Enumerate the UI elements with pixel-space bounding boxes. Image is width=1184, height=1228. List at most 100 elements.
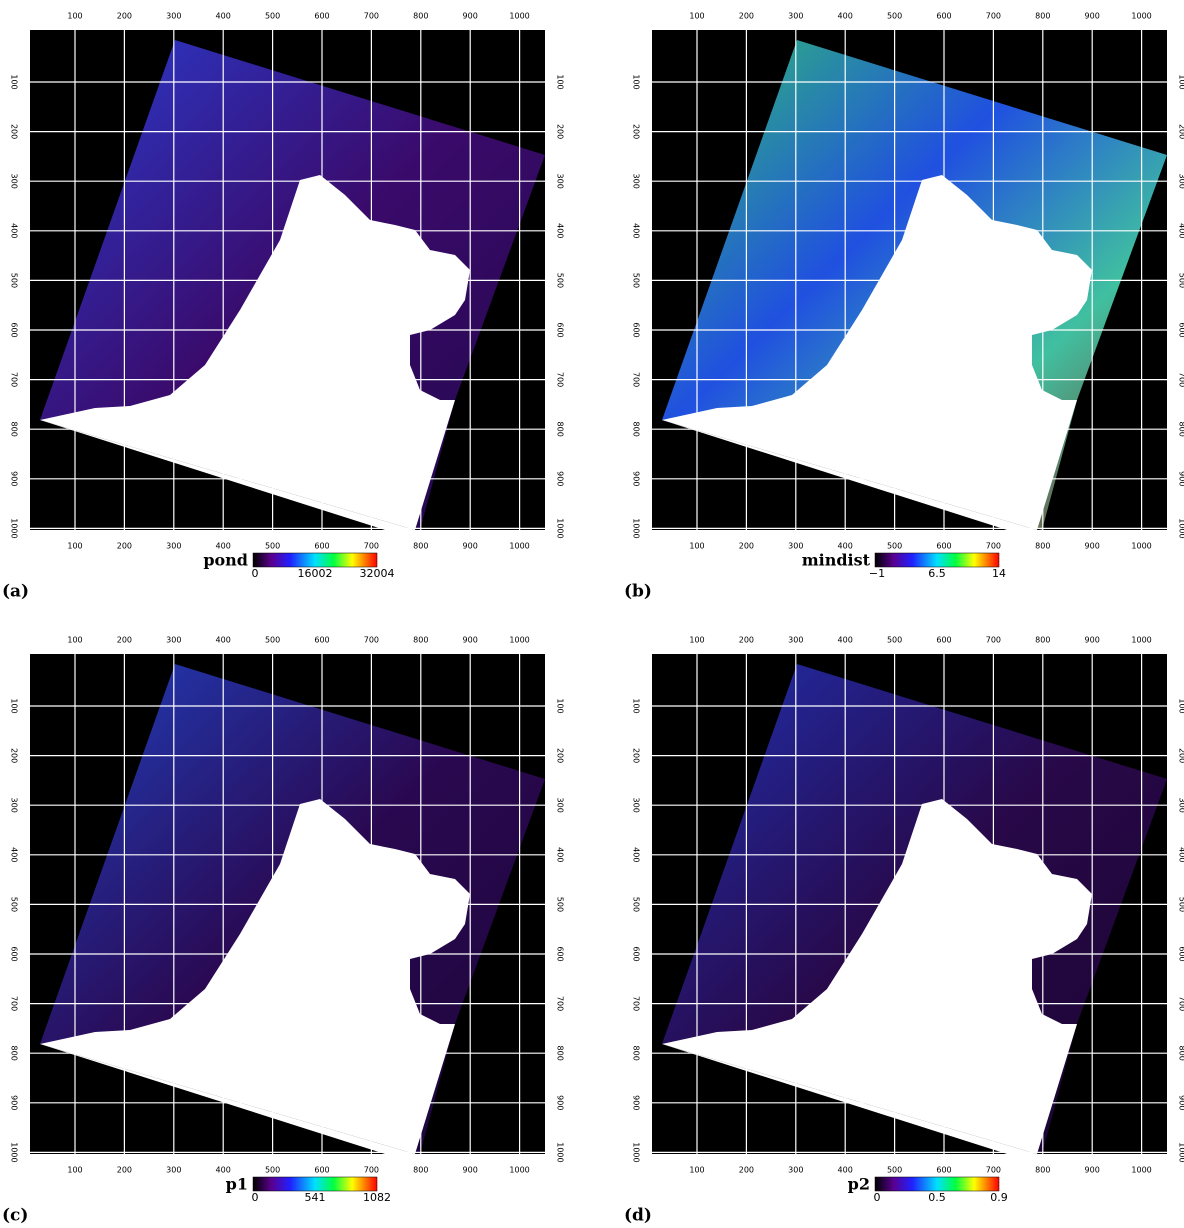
- y-tick-label: 600: [1178, 322, 1184, 337]
- x-tick-label: 300: [166, 636, 181, 645]
- x-tick-label: 900: [1085, 1166, 1100, 1175]
- x-tick-label: 200: [739, 636, 754, 645]
- y-tick-label: 100: [632, 698, 641, 713]
- y-tick-label: 1000: [10, 1142, 19, 1162]
- y-tick-label: 1000: [632, 1142, 641, 1162]
- panel: 1001002002003003004004005005006006007007…: [624, 636, 1184, 1226]
- y-tick-label: 100: [1178, 698, 1184, 713]
- y-tick-label: 400: [632, 847, 641, 862]
- colorbar-title: p1: [226, 1175, 248, 1194]
- x-tick-label: 700: [364, 636, 379, 645]
- y-tick-label: 300: [632, 798, 641, 813]
- y-tick-label: 500: [556, 273, 565, 288]
- colorbar: [253, 1177, 377, 1191]
- x-tick-label: 500: [887, 1166, 902, 1175]
- y-tick-label: 600: [10, 322, 19, 337]
- y-tick-label: 900: [10, 471, 19, 486]
- y-tick-label: 400: [632, 223, 641, 238]
- colorbar-tick-label: 0.9: [990, 1191, 1008, 1204]
- x-tick-label: 600: [314, 636, 329, 645]
- y-tick-label: 500: [10, 273, 19, 288]
- x-tick-label: 400: [216, 12, 231, 21]
- y-tick-label: 700: [632, 996, 641, 1011]
- x-tick-label: 1000: [509, 542, 529, 551]
- y-tick-label: 800: [556, 1046, 565, 1061]
- x-tick-label: 1000: [509, 1166, 529, 1175]
- y-tick-label: 800: [1178, 1046, 1184, 1061]
- x-tick-label: 400: [216, 636, 231, 645]
- x-tick-label: 300: [788, 542, 803, 551]
- colorbar: [875, 1177, 999, 1191]
- y-tick-label: 200: [10, 748, 19, 763]
- y-tick-label: 700: [10, 996, 19, 1011]
- colorbar-tick-label: 0: [252, 1191, 259, 1204]
- y-tick-label: 400: [1178, 223, 1184, 238]
- x-tick-label: 100: [67, 12, 82, 21]
- x-tick-label: 700: [986, 636, 1001, 645]
- x-tick-label: 1000: [509, 12, 529, 21]
- colorbar-tick-label: 0: [252, 567, 259, 580]
- y-tick-label: 100: [556, 74, 565, 89]
- y-tick-label: 600: [632, 322, 641, 337]
- x-tick-label: 900: [463, 12, 478, 21]
- x-tick-label: 800: [413, 542, 428, 551]
- y-tick-label: 1000: [632, 518, 641, 538]
- colorbar-tick-label: 0: [874, 1191, 881, 1204]
- y-tick-label: 400: [10, 223, 19, 238]
- y-tick-label: 100: [556, 698, 565, 713]
- x-tick-label: 200: [739, 1166, 754, 1175]
- y-tick-label: 900: [556, 1095, 565, 1110]
- x-tick-label: 100: [689, 1166, 704, 1175]
- x-tick-label: 900: [1085, 542, 1100, 551]
- x-tick-label: 300: [166, 542, 181, 551]
- y-tick-label: 900: [1178, 471, 1184, 486]
- y-tick-label: 700: [556, 372, 565, 387]
- y-tick-label: 300: [10, 798, 19, 813]
- y-tick-label: 500: [1178, 897, 1184, 912]
- x-tick-label: 1000: [1131, 636, 1151, 645]
- x-tick-label: 800: [413, 1166, 428, 1175]
- y-tick-label: 700: [632, 372, 641, 387]
- panel-label: (b): [624, 582, 652, 602]
- x-tick-label: 1000: [509, 636, 529, 645]
- y-tick-label: 300: [556, 798, 565, 813]
- x-tick-label: 900: [463, 1166, 478, 1175]
- y-tick-label: 600: [632, 946, 641, 961]
- y-tick-label: 600: [556, 322, 565, 337]
- y-tick-label: 800: [632, 1046, 641, 1061]
- colorbar-tick-label: −1: [869, 567, 885, 580]
- y-tick-label: 200: [632, 748, 641, 763]
- x-tick-label: 600: [936, 636, 951, 645]
- x-tick-label: 700: [986, 542, 1001, 551]
- y-tick-label: 400: [556, 847, 565, 862]
- x-tick-label: 800: [413, 636, 428, 645]
- x-tick-label: 600: [936, 542, 951, 551]
- y-tick-label: 300: [632, 174, 641, 189]
- colorbar-tick-label: 32004: [360, 567, 395, 580]
- x-tick-label: 400: [838, 542, 853, 551]
- x-tick-label: 300: [788, 1166, 803, 1175]
- x-tick-label: 300: [788, 12, 803, 21]
- x-tick-label: 100: [67, 542, 82, 551]
- x-tick-label: 1000: [1131, 12, 1151, 21]
- x-tick-label: 800: [1035, 542, 1050, 551]
- x-tick-label: 600: [936, 12, 951, 21]
- y-tick-label: 600: [1178, 946, 1184, 961]
- panel-label: (c): [2, 1206, 28, 1226]
- colorbar-title: mindist: [802, 551, 871, 570]
- x-tick-label: 600: [314, 12, 329, 21]
- y-tick-label: 900: [632, 1095, 641, 1110]
- colorbar-tick-label: 6.5: [928, 567, 946, 580]
- y-tick-label: 100: [632, 74, 641, 89]
- x-tick-label: 700: [986, 1166, 1001, 1175]
- y-tick-label: 200: [1178, 748, 1184, 763]
- x-tick-label: 100: [689, 542, 704, 551]
- y-tick-label: 800: [1178, 422, 1184, 437]
- x-tick-label: 200: [739, 542, 754, 551]
- figure: 100 100 200 200 300 300 400 400 500 500 600 600 700 7…: [0, 0, 1184, 1228]
- y-tick-label: 1000: [556, 518, 565, 538]
- x-tick-label: 500: [265, 12, 280, 21]
- x-tick-label: 500: [265, 636, 280, 645]
- y-tick-label: 1000: [1178, 1142, 1184, 1162]
- y-tick-label: 200: [10, 124, 19, 139]
